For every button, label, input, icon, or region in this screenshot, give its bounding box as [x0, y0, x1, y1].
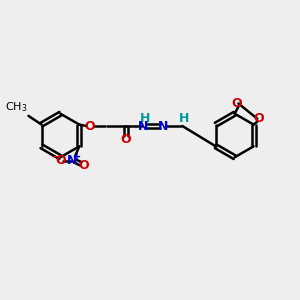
Text: O: O: [84, 119, 95, 133]
Text: H: H: [140, 112, 150, 125]
Text: N: N: [67, 154, 77, 167]
Text: CH$_3$: CH$_3$: [4, 100, 27, 114]
Text: N: N: [138, 119, 148, 133]
Text: +: +: [73, 152, 81, 162]
Text: O: O: [55, 154, 66, 167]
Text: −: −: [51, 152, 60, 162]
Text: O: O: [78, 159, 89, 172]
Text: O: O: [254, 112, 264, 125]
Text: N: N: [158, 119, 169, 133]
Text: O: O: [231, 97, 242, 110]
Text: O: O: [120, 133, 131, 146]
Text: H: H: [179, 112, 189, 125]
